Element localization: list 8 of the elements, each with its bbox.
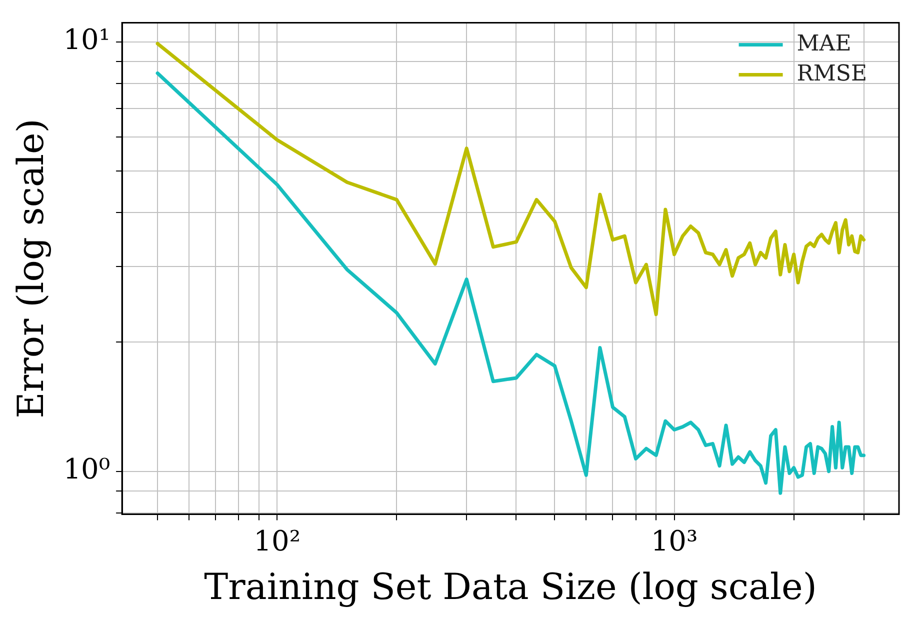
- y-tick-label: 10¹: [63, 23, 110, 56]
- x-tick-label: 10³: [650, 524, 698, 558]
- y-axis-title: Error (log scale): [10, 118, 52, 418]
- x-axis-title: Training Set Data Size (log scale): [204, 566, 817, 608]
- y-tick-label: 10⁰: [63, 452, 110, 486]
- x-tick-label: 10²: [254, 524, 301, 558]
- legend-label: MAE: [796, 32, 852, 57]
- legend-label: RMSE: [796, 62, 868, 87]
